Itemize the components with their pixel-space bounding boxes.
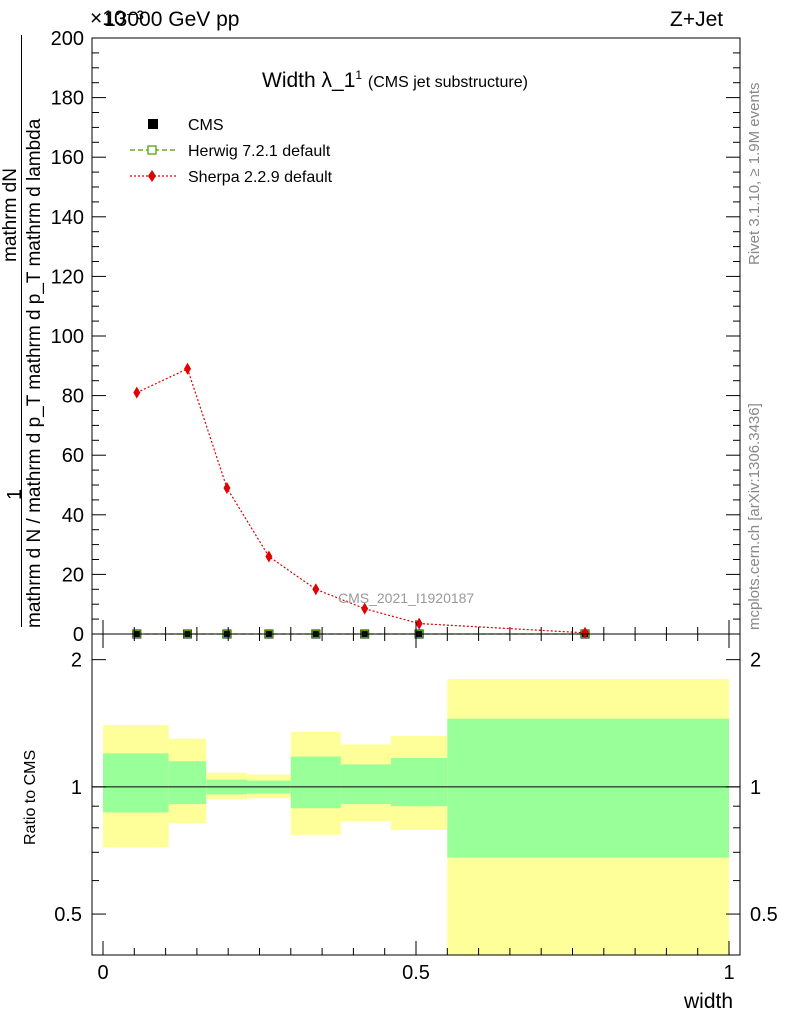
ratio-ytick-label-right: 2 — [750, 650, 761, 672]
series-line-2 — [136, 367, 586, 634]
legend-marker-sherpa — [148, 170, 156, 182]
chart-title: Width λ_11 (CMS jet substructure) — [262, 68, 528, 93]
ratio-inner-band-6 — [390, 758, 448, 807]
mcplots-label: mcplots.cern.ch [arXiv:1306.3436] — [746, 403, 763, 630]
sherpa-point-0 — [133, 386, 141, 399]
analysis-label: CMS_2021_I1920187 — [338, 590, 475, 606]
upper-ytick-label: 40 — [62, 505, 84, 527]
upper-ytick-label: 140 — [51, 207, 84, 229]
legend: CMS Herwig 7.2.1 default Sherpa 2.2.9 defa… — [130, 117, 333, 186]
axis-ticks — [92, 37, 740, 956]
ratio-ytick-label: 2 — [71, 650, 82, 672]
sherpa-point-5 — [361, 602, 369, 615]
upper-ytick-label: 0 — [73, 624, 84, 646]
upper-ytick-label: 180 — [51, 88, 84, 110]
sherpa-point-2 — [223, 481, 231, 494]
ratio-y-label: Ratio to CMS — [22, 749, 39, 845]
x-axis-label: width — [684, 990, 734, 1013]
exponent-label: ×10⁻³ — [90, 7, 144, 30]
sherpa-point-6 — [415, 617, 423, 630]
y-axis-fraction-bar — [21, 35, 22, 627]
upper-ytick-label: 200 — [51, 28, 84, 50]
sherpa-point-7 — [581, 626, 589, 639]
sherpa-point-1 — [184, 362, 192, 375]
chart-subtitle: (CMS jet substructure) — [367, 74, 528, 91]
xtick-label: 0.5 — [402, 962, 430, 984]
xtick-label: 1 — [723, 962, 734, 984]
upper-ytick-label: 60 — [62, 445, 84, 467]
y-axis-label-numerator: mathrm dN — [0, 168, 21, 262]
ratio-bands — [103, 678, 729, 955]
ratio-inner-band-0 — [103, 753, 169, 813]
legend-label-0: CMS — [188, 117, 224, 134]
ratio-inner-band-7 — [447, 718, 729, 858]
ratio-ytick-label: 1 — [71, 777, 82, 799]
chart-title-text: Width λ_1 — [262, 69, 356, 92]
upper-ytick-label: 160 — [51, 147, 84, 169]
ratio-inner-band-1 — [168, 761, 207, 805]
sherpa-point-4 — [312, 583, 320, 596]
sherpa-point-3 — [265, 550, 273, 563]
tick-labels: 0 20 40 60 80 100 120 140 160 180 200 0 0.5 1 0.5 0.5 1 1… — [51, 28, 778, 984]
ratio-ytick-label-right: 1 — [750, 777, 761, 799]
upper-ytick-label: 20 — [62, 564, 84, 586]
rivet-label: Rivet 3.1.10, ≥ 1.9M events — [746, 82, 763, 266]
legend-marker-cms — [148, 119, 158, 129]
y-axis-label-denominator: mathrm d N / mathrm d p_T mathrm d p_T m… — [24, 118, 45, 628]
xtick-label: 0 — [97, 962, 108, 984]
legend-marker-herwig — [147, 145, 157, 155]
process-label: Z+Jet — [670, 8, 724, 31]
chart-title-sup: 1 — [355, 68, 363, 82]
upper-ytick-label: 100 — [51, 326, 84, 348]
energy-label: 13000 GeV pp — [104, 8, 240, 31]
ratio-inner-band-5 — [340, 764, 391, 805]
ratio-inner-band-4 — [290, 756, 341, 809]
legend-label-2: Sherpa 2.2.9 default — [188, 169, 333, 186]
legend-label-1: Herwig 7.2.1 default — [188, 143, 331, 160]
upper-ytick-label: 80 — [62, 386, 84, 408]
ratio-ytick-label-right: 0.5 — [750, 904, 778, 926]
ratio-ytick-label: 0.5 — [54, 904, 82, 926]
upper-ytick-label: 120 — [51, 266, 84, 288]
